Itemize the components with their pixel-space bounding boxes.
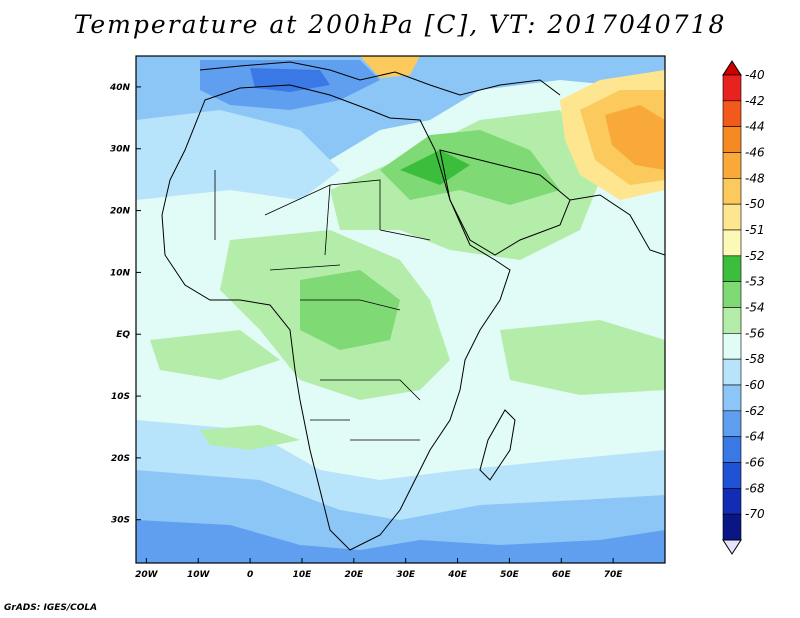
colorbar-swatch [722,126,742,153]
madagascar-coastline [479,409,516,481]
field-south-colder [136,520,665,563]
field-warm-europe [360,56,420,78]
lat-tick-label: 30S [111,516,130,526]
colorbar-swatch [722,410,742,437]
lon-tick-label: 70E [604,570,624,580]
colorbar-swatch [722,152,742,179]
colorbar-swatch [722,307,742,334]
colorbar-swatch [722,462,742,489]
colorbar-label: -60 [745,378,765,392]
colorbar-label: -50 [745,197,765,211]
chart-title: Temperature at 200hPa [C], VT: 201704071… [73,10,727,39]
lat-tick-label: 10N [110,268,131,278]
colorbar-label: -64 [745,430,765,444]
colorbar: -40 -42 -44 -46 -48 -50 -51 -52 -53 -54 -56 -58 -60 -… [722,60,765,555]
lat-tick-label: 30N [110,145,131,155]
lon-tick-label: 20E [344,570,364,580]
lat-tick-label: 10S [111,392,130,402]
colorbar-swatch [722,203,742,231]
colorbar-swatch [722,229,742,257]
lon-tick-label: 10W [187,570,211,580]
africa-borders [214,170,431,441]
colorbar-swatch [722,488,742,515]
colorbar-label: -51 [745,223,765,237]
colorbar-swatch [722,358,742,386]
colorbar-label: -66 [745,456,765,470]
colorbar-label: -44 [745,120,765,134]
coastlines [161,61,665,551]
field-green-arabia [380,130,560,205]
colorbar-top-arrow [722,60,742,76]
colorbar-label: -70 [745,507,765,521]
colorbar-swatch [722,281,742,308]
field-south-green [200,425,300,450]
colorbar-label: -52 [745,249,765,263]
field-green-equatorial [300,270,400,350]
colorbar-label: -48 [745,171,765,185]
field-green-atlantic [150,330,280,380]
lat-tick-label: 20S [111,454,130,464]
colorbar-label: -40 [745,68,765,82]
plot-frame [135,55,666,564]
field-green-indian [500,320,665,395]
temperature-field [136,56,665,563]
asia-coastline [569,194,665,256]
arabia-coastline [439,149,571,256]
lat-tick-label: 40N [109,83,131,93]
colorbar-label: -56 [745,326,765,340]
colorbar-label: -68 [745,481,765,495]
colorbar-swatch [722,333,742,360]
lat-tick-label: EQ [116,330,130,340]
europe-coastline [199,61,561,96]
colorbar-swatch [722,513,742,541]
lon-tick-label: 60E [552,570,572,580]
colorbar-label: -42 [745,94,765,108]
map-axes: 20W 10W 0 10E 20E 30E 40E 50E 60E 70E 40N 30N 20N 10N… [109,83,623,580]
colorbar-label: -54 [745,301,765,315]
colorbar-swatch [722,384,742,412]
africa-coastline [161,84,511,551]
lon-tick-label: 50E [500,570,520,580]
colorbar-swatch [722,74,742,102]
colorbar-label: -58 [745,352,765,366]
lon-tick-label: 0 [247,570,253,580]
field-warm-3 [605,105,665,170]
lon-tick-label: 30E [396,570,416,580]
grads-credit: GrADS: IGES/COLA [4,603,98,613]
colorbar-label: -46 [745,146,765,160]
lon-tick-label: 10E [293,570,313,580]
colorbar-swatch [722,436,742,463]
colorbar-swatch [722,100,742,127]
colorbar-label: -62 [745,404,765,418]
lat-tick-label: 20N [110,207,131,217]
lon-tick-label: 20W [135,570,159,580]
field-nw-mid [136,110,340,200]
colorbar-bottom-arrow [722,539,742,555]
colorbar-swatch [722,255,742,282]
colorbar-label: -53 [745,275,765,289]
lon-tick-label: 40E [447,570,468,580]
field-green-dark [400,150,470,185]
colorbar-swatch [722,178,742,205]
